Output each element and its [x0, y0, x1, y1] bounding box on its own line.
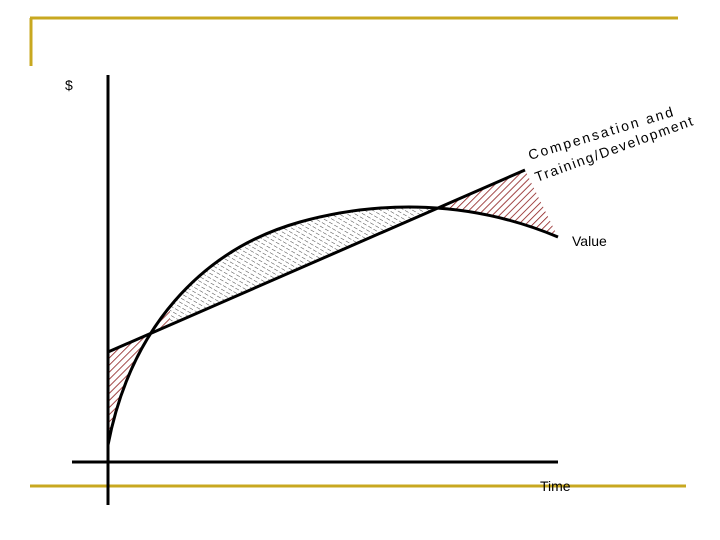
- y-axis-label: $: [65, 77, 73, 93]
- slide-frame: [29, 16, 686, 488]
- compensation-line: [107, 168, 526, 354]
- x-axis-label: Time: [540, 478, 571, 494]
- value-curve: [106, 205, 559, 446]
- curve-label: Value: [572, 233, 607, 249]
